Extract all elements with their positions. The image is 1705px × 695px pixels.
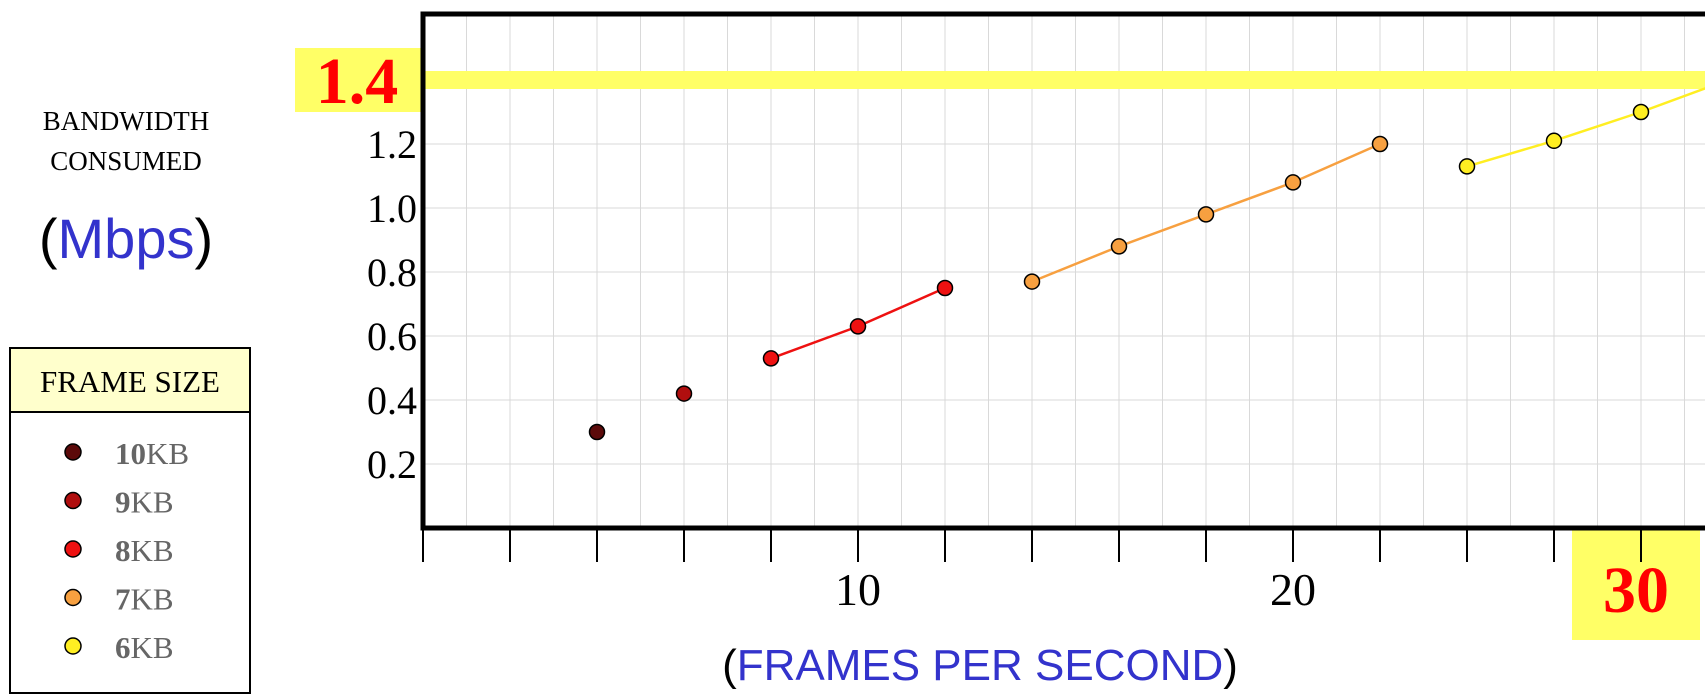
legend-item: 8KB xyxy=(64,533,174,568)
legend-marker xyxy=(64,540,82,558)
y-highlight-band xyxy=(423,71,1705,89)
legend-value: 8 xyxy=(115,533,131,568)
legend-value: 6 xyxy=(115,630,131,665)
x-highlight-label: 30 xyxy=(1603,554,1669,627)
legend-label: 6KB xyxy=(115,630,174,665)
unit-text: Mbps xyxy=(58,207,195,270)
legend-label: 9KB xyxy=(115,485,174,520)
y-tick-label: 1.0 xyxy=(367,186,417,231)
data-point xyxy=(1545,132,1563,150)
legend-unit: KB xyxy=(131,533,174,568)
y-tick-label: 0.6 xyxy=(367,314,417,359)
data-point xyxy=(1284,174,1302,191)
legend-unit: KB xyxy=(131,630,174,665)
series-7KB xyxy=(1023,135,1389,290)
data-point xyxy=(1110,238,1128,255)
y-tick-label: 1.2 xyxy=(367,122,417,167)
ticks: 10 20 0.2 0.4 0.6 0.8 1.0 1.2 xyxy=(367,122,1642,615)
legend-marker xyxy=(64,588,82,607)
data-point xyxy=(1632,103,1650,121)
series xyxy=(588,87,1705,441)
legend-value: 9 xyxy=(115,485,131,520)
x-tick-label: 20 xyxy=(1270,564,1316,615)
legend-value: 7 xyxy=(115,582,131,617)
legend-item: 9KB xyxy=(64,485,174,520)
x-title-open-paren: ( xyxy=(722,641,737,690)
series-6KB xyxy=(1458,87,1705,175)
legend-item: 6KB xyxy=(64,630,174,665)
y-highlight-label: 1.4 xyxy=(316,45,399,118)
legend-label: 8KB xyxy=(115,533,174,568)
unit-close-paren: ) xyxy=(194,207,213,270)
series-line xyxy=(1466,87,1705,168)
series-10KB xyxy=(588,423,606,441)
data-point xyxy=(936,279,954,297)
data-point xyxy=(1371,135,1389,153)
legend-marker xyxy=(64,443,82,461)
series-9KB xyxy=(675,385,693,402)
data-point xyxy=(588,423,606,441)
legend-item: 10KB xyxy=(64,436,189,471)
legend-marker xyxy=(64,637,82,655)
x-highlight-box xyxy=(1572,528,1700,640)
x-tick-label: 10 xyxy=(835,564,881,615)
y-highlight-box xyxy=(295,48,423,112)
series-8KB xyxy=(762,279,954,367)
legend-marker xyxy=(64,491,82,510)
data-point xyxy=(1023,273,1041,290)
data-point xyxy=(1197,206,1215,223)
legend-unit: KB xyxy=(131,582,174,617)
grid xyxy=(423,14,1705,528)
y-axis-unit: (Mbps) xyxy=(39,207,213,270)
x-title-text: FRAMES PER SECOND xyxy=(737,641,1224,690)
x-axis-title: (FRAMES PER SECOND) xyxy=(722,641,1238,690)
y-axis-label-line2: CONSUMED xyxy=(50,146,202,176)
data-point xyxy=(1458,158,1476,175)
legend-value: 10 xyxy=(115,436,146,471)
legend-label: 10KB xyxy=(115,436,189,471)
plot-frame xyxy=(420,11,1705,531)
legend-unit: KB xyxy=(146,436,189,471)
x-title-close-paren: ) xyxy=(1223,641,1238,690)
legend-header-box xyxy=(9,347,251,413)
legend-unit: KB xyxy=(131,485,174,520)
data-point xyxy=(849,318,867,335)
legend-label: 7KB xyxy=(115,582,174,617)
data-point xyxy=(675,385,693,402)
data-point xyxy=(762,350,780,367)
y-tick-label: 0.4 xyxy=(367,378,417,423)
legend-header: FRAME SIZE xyxy=(40,364,220,399)
y-tick-label: 0.8 xyxy=(367,250,417,295)
unit-open-paren: ( xyxy=(39,207,58,270)
y-tick-label: 0.2 xyxy=(367,442,417,487)
y-axis-label-line1: BANDWIDTH xyxy=(43,106,209,136)
legend-item: 7KB xyxy=(64,582,174,617)
highlight: 1.4 30 xyxy=(295,45,1705,640)
